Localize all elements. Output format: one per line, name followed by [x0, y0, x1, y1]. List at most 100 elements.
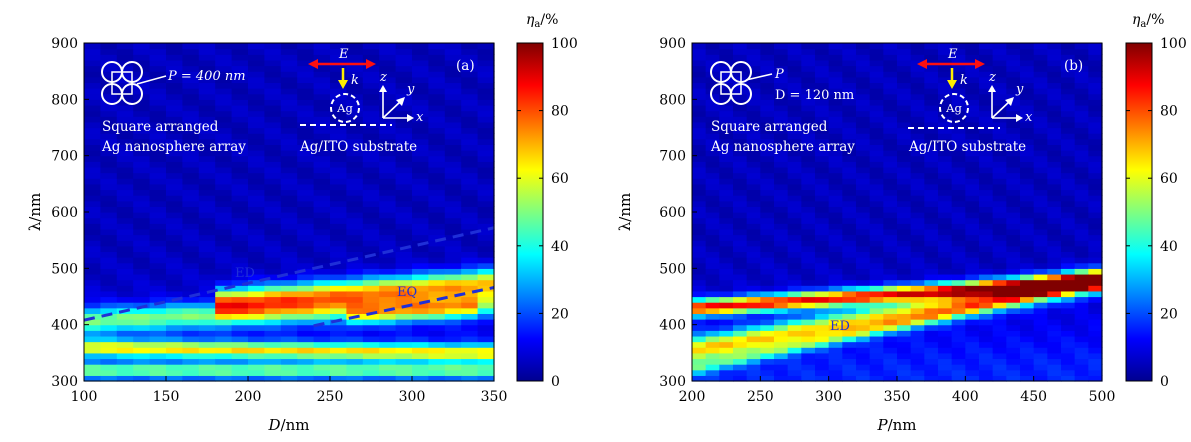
heatmap-cell [84, 257, 101, 264]
heatmap-cell [461, 330, 479, 337]
heatmap-cell [133, 257, 151, 264]
heatmap-cell [1047, 48, 1062, 55]
panel-b: ED P D = 120 nm Square arranged Ag nanos… [616, 12, 1187, 434]
heatmap-cell [395, 82, 413, 89]
heatmap-cell [787, 161, 802, 168]
heatmap-cell [231, 99, 249, 106]
heatmap-cell [910, 144, 925, 151]
heatmap-cell [1088, 257, 1103, 264]
heatmap-cell [297, 59, 315, 67]
heatmap-cell [828, 82, 843, 89]
heatmap-cell [856, 183, 871, 191]
heatmap-cell [330, 104, 347, 112]
heatmap-cell [149, 324, 167, 331]
heatmap-cell [842, 183, 857, 191]
heatmap-cell [313, 302, 331, 309]
heatmap-cell [1061, 234, 1076, 241]
heatmap-cell [1061, 178, 1076, 185]
heatmap-cell [133, 54, 151, 61]
heatmap-cell [787, 155, 802, 162]
heatmap-cell [1047, 335, 1062, 343]
heatmap-cell [1020, 375, 1035, 382]
heatmap-cell [801, 189, 816, 196]
heatmap-cell [719, 375, 734, 382]
heatmap-cell [444, 65, 462, 72]
heatmap-cell [924, 48, 939, 55]
heatmap-cell [362, 48, 380, 55]
ag-sphere-icon-b [939, 93, 969, 123]
heatmap-cell [231, 268, 249, 275]
heatmap-cell [883, 330, 898, 337]
heatmap-cell [428, 347, 446, 354]
heatmap-cell [395, 290, 413, 298]
heatmap-cell [897, 341, 912, 348]
heatmap-cell [444, 99, 462, 106]
heatmap-cell [395, 43, 413, 50]
heatmap-cell [477, 228, 495, 236]
heatmap-cell [746, 307, 761, 314]
heatmap-cell [116, 48, 134, 55]
heatmap-cell [787, 200, 802, 207]
heatmap-cell [264, 296, 282, 303]
heatmap-cell [801, 82, 816, 89]
heatmap-cell [801, 127, 816, 134]
heatmap-cell [264, 307, 282, 314]
heatmap-cell [116, 71, 134, 78]
heatmap-cell [182, 296, 200, 303]
heatmap-cell [149, 155, 167, 162]
heatmap-cell [477, 127, 495, 134]
heatmap-cell [760, 206, 775, 213]
heatmap-cell [248, 341, 265, 348]
heatmap-cell [951, 155, 966, 162]
heatmap-cell [84, 341, 101, 348]
heatmap-cell [116, 172, 134, 179]
heatmap-cell [149, 341, 167, 348]
heatmap-cell [428, 285, 446, 292]
heatmap-cell [746, 273, 761, 281]
heatmap-cell [248, 364, 265, 371]
heatmap-cell [938, 150, 953, 157]
heatmap-cell [379, 133, 397, 140]
heatmap-cell [264, 127, 282, 134]
heatmap-cell [1047, 290, 1062, 298]
heatmap-cell [198, 71, 216, 78]
heatmap-cell [842, 178, 857, 185]
heatmap-cell [198, 228, 216, 236]
heatmap-cell [198, 364, 216, 371]
heatmap-cell [379, 155, 397, 162]
heatmap-cell [801, 161, 816, 168]
heatmap-cell [1088, 150, 1103, 157]
heatmap-cell [1033, 335, 1048, 343]
heatmap-cell [84, 352, 101, 360]
heatmap-cell [297, 347, 315, 354]
heatmap-cell [133, 206, 151, 213]
heatmap-cell [297, 48, 315, 55]
heatmap-cell [133, 121, 151, 129]
heatmap-cell [395, 161, 413, 168]
heatmap-cell [815, 155, 830, 162]
heatmap-cell [198, 234, 216, 241]
heatmap-cell [760, 48, 775, 55]
heatmap-cell [828, 234, 843, 241]
heatmap-cell [1020, 82, 1035, 89]
heatmap-cell [883, 200, 898, 207]
heatmap-cell [801, 59, 816, 67]
heatmap-cell [1033, 341, 1048, 348]
heatmap-cell [461, 99, 479, 106]
heatmap-cell [1006, 358, 1021, 365]
heatmap-cell [815, 59, 830, 67]
heatmap-cell [461, 161, 479, 168]
heatmap-cell [1020, 43, 1035, 50]
heatmap-cell [883, 234, 898, 241]
heatmap-cell [1074, 347, 1089, 354]
heatmap-cell [395, 369, 413, 376]
heatmap-cell [248, 138, 265, 145]
heatmap-cell [856, 358, 871, 365]
heatmap-cell [883, 375, 898, 382]
heatmap-cell [1074, 189, 1089, 196]
heatmap-cell [719, 110, 734, 117]
heatmap-cell [1020, 88, 1035, 95]
heatmap-cell [412, 121, 429, 129]
heatmap-cell [313, 347, 331, 354]
heatmap-cell [910, 335, 925, 343]
